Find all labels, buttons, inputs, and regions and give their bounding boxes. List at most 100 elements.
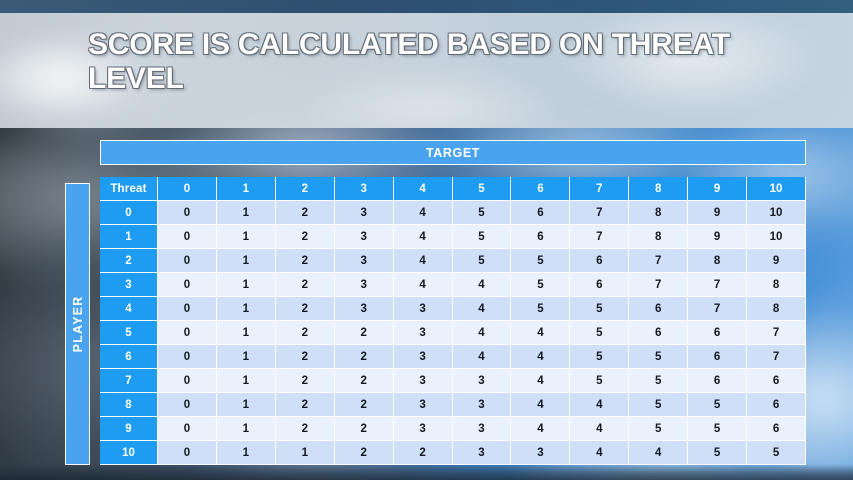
- matrix-cell: 1: [216, 393, 276, 417]
- matrix-cell: 0: [158, 369, 217, 393]
- matrix-cell: 3: [334, 273, 394, 297]
- matrix-cell: 2: [275, 297, 335, 321]
- matrix-cell: 9: [688, 201, 748, 225]
- matrix-cell: 8: [629, 225, 689, 249]
- matrix-column-header-5: 5: [452, 177, 512, 201]
- matrix-row-header-4: 4: [100, 297, 159, 321]
- matrix-cell: 4: [511, 417, 571, 441]
- matrix-cell: 5: [688, 441, 748, 465]
- matrix-cell: 6: [629, 321, 689, 345]
- matrix-cell: 6: [747, 417, 806, 441]
- matrix-cell: 0: [158, 393, 217, 417]
- matrix-cell: 8: [747, 273, 806, 297]
- matrix-cell: 2: [275, 321, 335, 345]
- matrix-cell: 2: [275, 417, 335, 441]
- matrix-cell: 0: [158, 345, 217, 369]
- matrix-column-header-7: 7: [570, 177, 630, 201]
- matrix-column-header-1: 1: [216, 177, 276, 201]
- matrix-column-header-0: 0: [158, 177, 217, 201]
- matrix-cell: 6: [688, 369, 748, 393]
- matrix-cell: 3: [393, 369, 453, 393]
- matrix-cell: 2: [334, 417, 394, 441]
- matrix-cell: 0: [158, 225, 217, 249]
- matrix-cell: 4: [570, 417, 630, 441]
- matrix-cell: 2: [334, 369, 394, 393]
- matrix-cell: 2: [334, 345, 394, 369]
- matrix-cell: 4: [452, 297, 512, 321]
- score-matrix-table: Threat 0 1 2 3 4 5 6 7 8 9 10 0 0 1 2 3 4 5 6 7 8 9 10 1 0 1 2 3 4 5 6…: [100, 177, 806, 465]
- matrix-cell: 7: [688, 273, 748, 297]
- cloud-decoration: [300, 68, 560, 128]
- matrix-cell: 0: [158, 297, 217, 321]
- matrix-cell: 1: [216, 273, 276, 297]
- matrix-cell: 5: [629, 369, 689, 393]
- matrix-cell: 3: [393, 393, 453, 417]
- matrix-cell: 6: [629, 297, 689, 321]
- page-title: SCORE IS CALCULATED BASED ON THREAT LEVE…: [88, 28, 730, 95]
- matrix-cell: 0: [158, 321, 217, 345]
- matrix-cell: 2: [334, 321, 394, 345]
- matrix-row: 1 0 1 2 3 4 5 6 7 8 9 10: [100, 225, 806, 249]
- matrix-cell: 5: [570, 321, 630, 345]
- matrix-cell: 5: [570, 345, 630, 369]
- matrix-cell: 2: [275, 225, 335, 249]
- cloud-decoration: [560, 13, 820, 113]
- cloud-decoration: [0, 33, 150, 123]
- matrix-cell: 3: [393, 297, 453, 321]
- matrix-cell: 5: [570, 297, 630, 321]
- matrix-column-header-3: 3: [334, 177, 394, 201]
- matrix-cell: 5: [688, 393, 748, 417]
- matrix-cell: 1: [216, 321, 276, 345]
- matrix-cell: 1: [275, 441, 335, 465]
- matrix-row-header-6: 6: [100, 345, 159, 369]
- matrix-row-header-2: 2: [100, 249, 159, 273]
- matrix-cell: 2: [275, 273, 335, 297]
- matrix-cell: 8: [688, 249, 748, 273]
- matrix-cell: 3: [334, 297, 394, 321]
- matrix-cell: 6: [688, 321, 748, 345]
- matrix-cell: 4: [452, 321, 512, 345]
- matrix-cell: 4: [393, 249, 453, 273]
- matrix-cell: 2: [275, 201, 335, 225]
- matrix-cell: 2: [275, 249, 335, 273]
- matrix-cell: 7: [570, 225, 630, 249]
- matrix-cell: 1: [216, 297, 276, 321]
- matrix-cell: 0: [158, 249, 217, 273]
- matrix-cell: 3: [452, 369, 512, 393]
- matrix-cell: 2: [275, 345, 335, 369]
- matrix-head: Threat 0 1 2 3 4 5 6 7 8 9 10: [100, 177, 806, 201]
- matrix-cell: 7: [747, 321, 806, 345]
- matrix-cell: 5: [629, 345, 689, 369]
- matrix-row: 0 0 1 2 3 4 5 6 7 8 9 10: [100, 201, 806, 225]
- matrix-cell: 6: [747, 369, 806, 393]
- target-axis-banner: TARGET: [100, 140, 806, 165]
- matrix-row-header-0: 0: [100, 201, 159, 225]
- matrix-cell: 5: [452, 249, 512, 273]
- matrix-cell: 2: [275, 369, 335, 393]
- matrix-column-header-8: 8: [629, 177, 689, 201]
- matrix-cell: 4: [629, 441, 689, 465]
- matrix-cell: 6: [570, 273, 630, 297]
- player-axis-banner: PLAYER: [65, 183, 90, 465]
- matrix-cell: 5: [688, 417, 748, 441]
- target-axis-label: TARGET: [425, 145, 481, 160]
- bottom-accent-strip: [0, 464, 853, 480]
- matrix-cell: 0: [158, 201, 217, 225]
- matrix-column-header-4: 4: [393, 177, 453, 201]
- matrix-cell: 9: [688, 225, 748, 249]
- matrix-cell: 0: [158, 273, 217, 297]
- matrix-cell: 5: [452, 225, 512, 249]
- matrix-cell: 7: [570, 201, 630, 225]
- matrix-cell: 0: [158, 417, 217, 441]
- matrix-cell: 7: [747, 345, 806, 369]
- matrix-cell: 5: [452, 201, 512, 225]
